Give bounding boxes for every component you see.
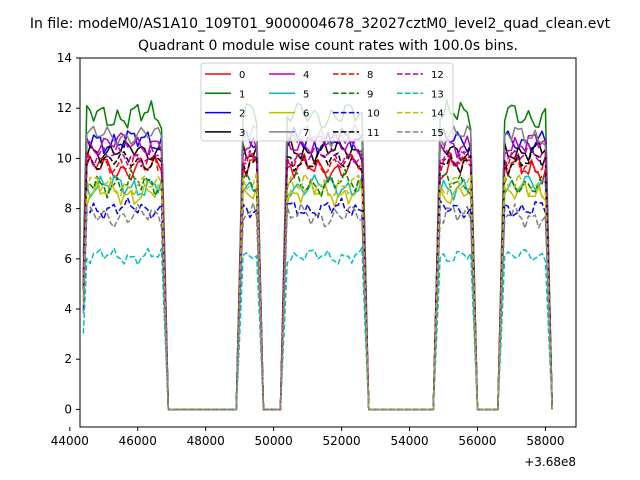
legend-label: 2 <box>239 109 245 120</box>
x-tick-label: 52000 <box>322 434 360 448</box>
y-axis: 0 2 4 6 8 10 12 14 <box>57 51 80 416</box>
series-line-3 <box>82 138 553 411</box>
x-tick-label: 46000 <box>119 434 157 448</box>
series-line-13 <box>82 246 553 411</box>
y-tick-label: 6 <box>64 252 72 266</box>
y-tick-label: 2 <box>64 352 72 366</box>
series-line-15 <box>82 202 553 411</box>
x-tick-label: 56000 <box>458 434 496 448</box>
legend-label: 13 <box>431 89 444 100</box>
series-line-7 <box>82 124 553 411</box>
x-tick-label: 54000 <box>390 434 428 448</box>
legend-label: 12 <box>431 70 444 81</box>
x-axis-offset-label: +3.68e8 <box>524 455 576 469</box>
x-tick-label: 58000 <box>526 434 564 448</box>
series-layer <box>82 99 553 411</box>
series-line-1 <box>82 99 553 411</box>
legend-box <box>200 62 454 142</box>
axes-frame <box>79 57 577 428</box>
legend-label: 14 <box>431 109 444 120</box>
series-line-10 <box>82 197 553 411</box>
legend-label: 0 <box>239 70 245 81</box>
legend-label: 4 <box>303 70 309 81</box>
series-line-4 <box>82 131 553 411</box>
y-tick-label: 0 <box>64 402 72 416</box>
legend-label: 8 <box>367 70 373 81</box>
legend-label: 6 <box>303 109 309 120</box>
legend-label: 3 <box>239 128 245 139</box>
y-tick-label: 10 <box>57 151 72 165</box>
y-tick-label: 8 <box>64 202 72 216</box>
y-tick-label: 12 <box>57 101 72 115</box>
legend-label: 7 <box>303 128 309 139</box>
x-tick-label: 50000 <box>255 434 293 448</box>
y-tick-label: 4 <box>64 302 72 316</box>
chart-suptitle: In file: modeM0/AS1A10_109T01_9000004678… <box>30 16 611 32</box>
x-tick-label: 44000 <box>51 434 89 448</box>
series-line-2 <box>82 126 553 411</box>
legend-label: 5 <box>303 89 309 100</box>
series-line-5 <box>82 174 553 411</box>
legend-label: 10 <box>367 109 380 120</box>
legend-label: 11 <box>367 128 380 139</box>
legend-label: 1 <box>239 89 245 100</box>
chart-title: Quadrant 0 module wise count rates with … <box>138 38 518 54</box>
legend-label: 9 <box>367 89 373 100</box>
y-tick-label: 14 <box>57 51 72 65</box>
x-axis: 44000 46000 48000 50000 52000 54000 56000 58000 <box>51 427 565 448</box>
series-line-9 <box>82 168 553 411</box>
series-line-14 <box>82 171 553 411</box>
x-tick-label: 48000 <box>187 434 225 448</box>
legend-label: 15 <box>431 128 444 139</box>
